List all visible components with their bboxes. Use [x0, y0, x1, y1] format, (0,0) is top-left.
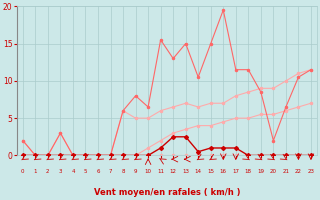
- X-axis label: Vent moyen/en rafales ( km/h ): Vent moyen/en rafales ( km/h ): [94, 188, 240, 197]
